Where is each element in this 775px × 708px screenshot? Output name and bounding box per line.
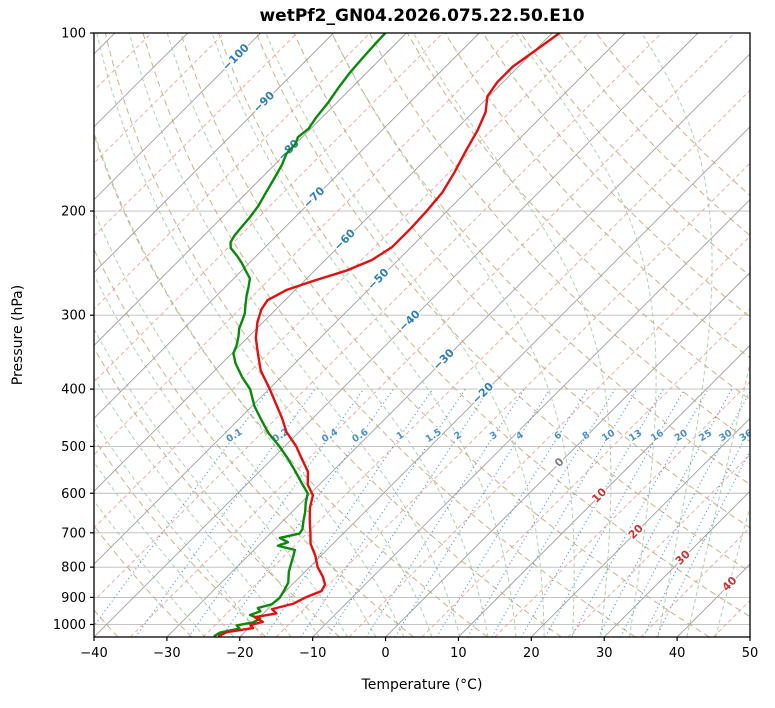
dry-adiabat-lines xyxy=(94,33,750,637)
temperature-tick-label: −20 xyxy=(226,646,253,661)
dewpoint-curve xyxy=(213,33,387,637)
pressure-tick-label: 100 xyxy=(61,27,86,42)
temperature-tick-label: 20 xyxy=(523,646,540,661)
temperature-tick-label: 10 xyxy=(450,646,467,661)
chart-title: wetPf2_GN04.2026.075.22.50.E10 xyxy=(259,6,584,26)
pressure-tick-label: 500 xyxy=(61,440,86,455)
y-axis-label: Pressure (hPa) xyxy=(10,285,26,385)
temperature-curve xyxy=(217,33,561,637)
temperature-tick-label: 40 xyxy=(669,646,686,661)
temperature-axis: −40 −30 −20 −10 0 10 20 30 40 50 xyxy=(80,637,758,661)
x-axis-label: Temperature (°C) xyxy=(361,677,483,693)
pressure-tick-label: 400 xyxy=(61,383,86,398)
temperature-tick-label: 30 xyxy=(596,646,613,661)
temperature-tick-label: −40 xyxy=(80,646,107,661)
pressure-tick-label: 200 xyxy=(61,205,86,220)
dewpoint-curve-group xyxy=(213,33,387,637)
mixing-ratio-lines xyxy=(94,388,750,637)
pressure-tick-label: 600 xyxy=(61,487,86,502)
temperature-curve-group xyxy=(217,33,561,637)
temperature-tick-label: 0 xyxy=(381,646,389,661)
pressure-tick-label: 700 xyxy=(61,526,86,541)
temperature-tick-label: −30 xyxy=(153,646,180,661)
moist-adiabat-lines xyxy=(94,33,750,637)
pressure-tick-label: 1000 xyxy=(53,618,86,633)
pressure-tick-label: 900 xyxy=(61,591,86,606)
pressure-gridlines xyxy=(94,33,750,625)
pressure-axis: 100 200 300 400 500 600 700 800 900 1000 xyxy=(53,27,94,633)
plot-frame xyxy=(93,32,751,638)
isotherm-minor-lines xyxy=(94,33,750,637)
temperature-tick-label: 50 xyxy=(742,646,759,661)
pressure-tick-label: 800 xyxy=(61,561,86,576)
pressure-tick-label: 300 xyxy=(61,309,86,324)
temperature-tick-label: −10 xyxy=(299,646,326,661)
isotherm-lines xyxy=(94,33,750,637)
